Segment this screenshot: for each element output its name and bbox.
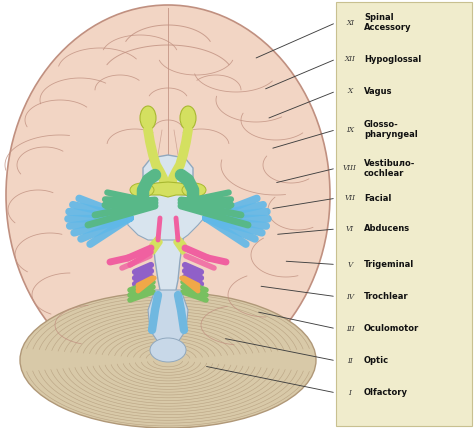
Text: Trochlear: Trochlear xyxy=(364,292,409,301)
Text: Trigeminal: Trigeminal xyxy=(364,260,414,269)
Polygon shape xyxy=(148,290,188,350)
Text: VIII: VIII xyxy=(343,164,357,172)
Text: X: X xyxy=(347,87,353,95)
Text: VI: VI xyxy=(346,225,354,233)
Ellipse shape xyxy=(182,183,206,197)
Text: XI: XI xyxy=(346,19,354,27)
Text: Vestibuло-
cochlear: Vestibuло- cochlear xyxy=(364,159,415,178)
Text: Spinal
Accessory: Spinal Accessory xyxy=(364,13,411,32)
FancyBboxPatch shape xyxy=(336,2,472,426)
Text: Vagus: Vagus xyxy=(364,86,392,96)
Ellipse shape xyxy=(20,292,316,428)
Ellipse shape xyxy=(130,183,154,197)
Text: Optic: Optic xyxy=(364,356,389,366)
Text: II: II xyxy=(347,357,353,365)
Text: Oculomotor: Oculomotor xyxy=(364,324,419,333)
Text: IV: IV xyxy=(346,293,354,300)
Text: V: V xyxy=(347,261,353,268)
Ellipse shape xyxy=(140,106,156,130)
Text: IX: IX xyxy=(346,126,354,134)
Ellipse shape xyxy=(180,106,196,130)
Polygon shape xyxy=(125,193,211,240)
Polygon shape xyxy=(145,182,191,197)
Text: Olfactory: Olfactory xyxy=(364,388,408,398)
Text: Glosso-
pharyngeal: Glosso- pharyngeal xyxy=(364,120,418,139)
Text: III: III xyxy=(346,325,354,333)
Text: I: I xyxy=(348,389,351,397)
Text: Hypoglossal: Hypoglossal xyxy=(364,54,421,64)
Ellipse shape xyxy=(150,338,186,362)
Ellipse shape xyxy=(6,5,330,385)
Polygon shape xyxy=(143,155,193,318)
Text: Facial: Facial xyxy=(364,193,392,203)
Text: XII: XII xyxy=(345,55,356,63)
Text: VII: VII xyxy=(345,194,356,202)
Text: Abducens: Abducens xyxy=(364,224,410,234)
